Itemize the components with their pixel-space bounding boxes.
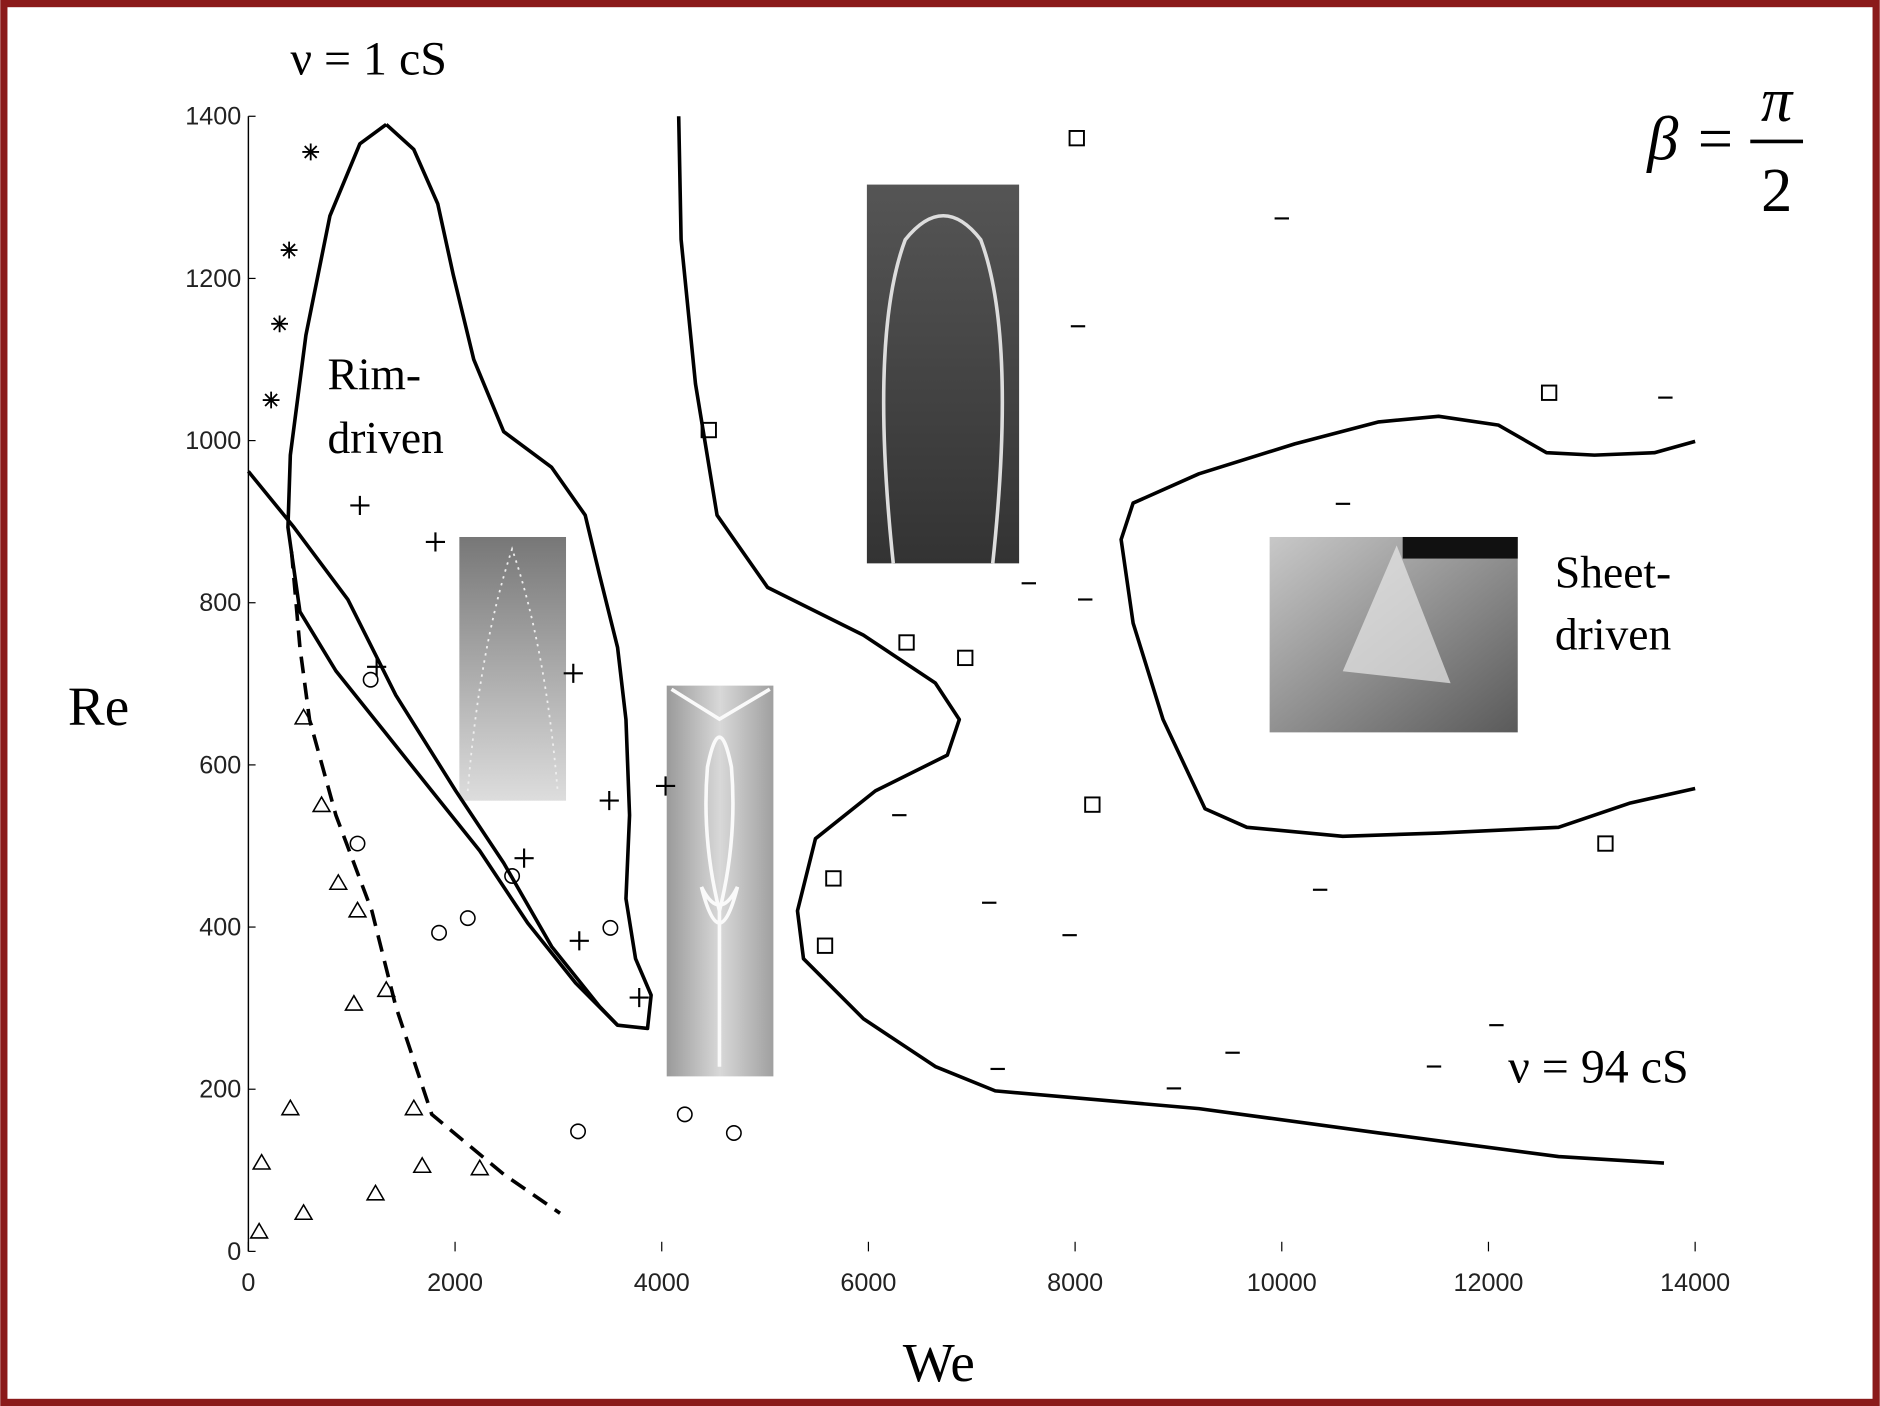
x-tick-label: 12000 xyxy=(1453,1269,1523,1297)
y-tick-label: 1200 xyxy=(185,265,241,293)
y-tick-label: 1400 xyxy=(185,103,241,131)
annotation: driven xyxy=(1555,609,1672,660)
y-tick-label: 400 xyxy=(199,913,241,941)
annotation-numerator: π xyxy=(1761,66,1794,135)
y-tick-label: 1000 xyxy=(185,427,241,455)
y-tick-label: 800 xyxy=(199,589,241,617)
annotation: Rim- xyxy=(327,349,421,400)
chart: We Re ν = 1 cS ν = 94 cS β = π 2 Rim- dr… xyxy=(0,0,1880,1406)
x-tick-label: 4000 xyxy=(634,1269,690,1297)
x-tick-label: 2000 xyxy=(427,1269,483,1297)
x-tick-label: 8000 xyxy=(1047,1269,1103,1297)
x-axis-label: We xyxy=(903,1332,975,1393)
y-tick-label: 200 xyxy=(199,1076,241,1104)
annotation-denominator: 2 xyxy=(1761,156,1792,225)
y-axis-label: Re xyxy=(68,676,129,737)
x-tick-label: 10000 xyxy=(1247,1269,1317,1297)
point xyxy=(263,392,280,409)
annotation: β = xyxy=(1646,104,1736,173)
point xyxy=(271,315,288,332)
y-tick-label: 0 xyxy=(227,1238,241,1266)
y-tick-label: 600 xyxy=(199,751,241,779)
x-tick-label: 6000 xyxy=(840,1269,896,1297)
x-tick-label: 0 xyxy=(241,1269,255,1297)
annotation: ν = 94 cS xyxy=(1508,1040,1689,1093)
annotation: ν = 1 cS xyxy=(290,32,447,85)
x-tick-label: 14000 xyxy=(1660,1269,1730,1297)
photo-detail xyxy=(1403,537,1518,559)
point xyxy=(281,242,298,259)
point xyxy=(302,144,319,161)
annotation: driven xyxy=(327,412,444,463)
photo xyxy=(459,537,566,801)
page: {"chart_data":{"type":"scatter", "xlabel… xyxy=(0,0,1880,1406)
annotation: Sheet- xyxy=(1555,546,1671,597)
